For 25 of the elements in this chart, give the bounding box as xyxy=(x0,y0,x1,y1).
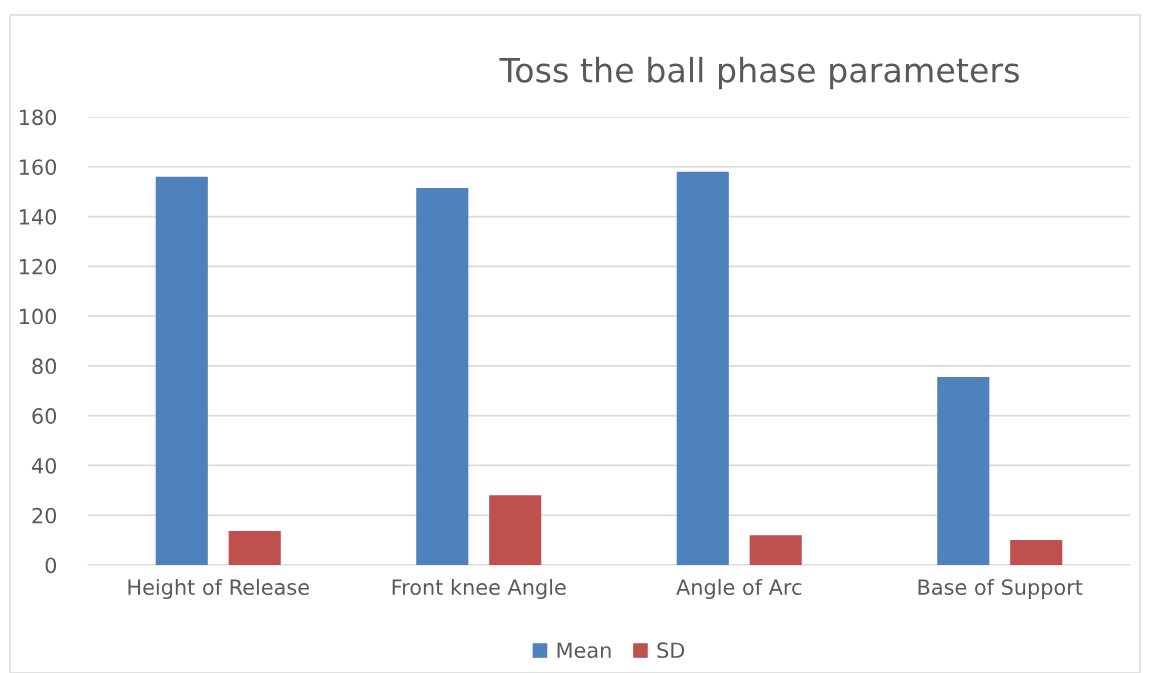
bar xyxy=(937,377,990,565)
legend-label: Mean xyxy=(557,642,611,659)
bar xyxy=(228,530,281,565)
y-tick-label: 0 xyxy=(45,557,57,574)
x-tick-label: Height of Release xyxy=(128,578,309,600)
y-tick-label: 60 xyxy=(32,408,57,424)
bar xyxy=(676,171,729,565)
bar xyxy=(416,187,469,565)
legend-label: SD xyxy=(657,642,685,659)
y-tick-label: 20 xyxy=(32,507,57,524)
x-tick-label: Angle of Arc xyxy=(676,578,802,600)
bar xyxy=(155,176,208,565)
y-tick-label: 180 xyxy=(19,109,57,126)
y-tick-label: 40 xyxy=(31,457,57,474)
bar xyxy=(749,535,802,565)
bar xyxy=(1010,540,1063,565)
y-tick-label: 160 xyxy=(19,159,57,175)
x-tick-label: Front knee Angle xyxy=(392,578,566,600)
y-tick-label: 120 xyxy=(19,258,57,275)
bar xyxy=(489,495,542,565)
y-tick-label: 80 xyxy=(32,358,57,375)
x-tick-label: Base of Support xyxy=(918,578,1083,600)
y-tick-label: 140 xyxy=(19,209,57,225)
chart-title: Toss the ball phase parameters xyxy=(499,56,1019,90)
y-tick-label: 100 xyxy=(19,308,57,325)
